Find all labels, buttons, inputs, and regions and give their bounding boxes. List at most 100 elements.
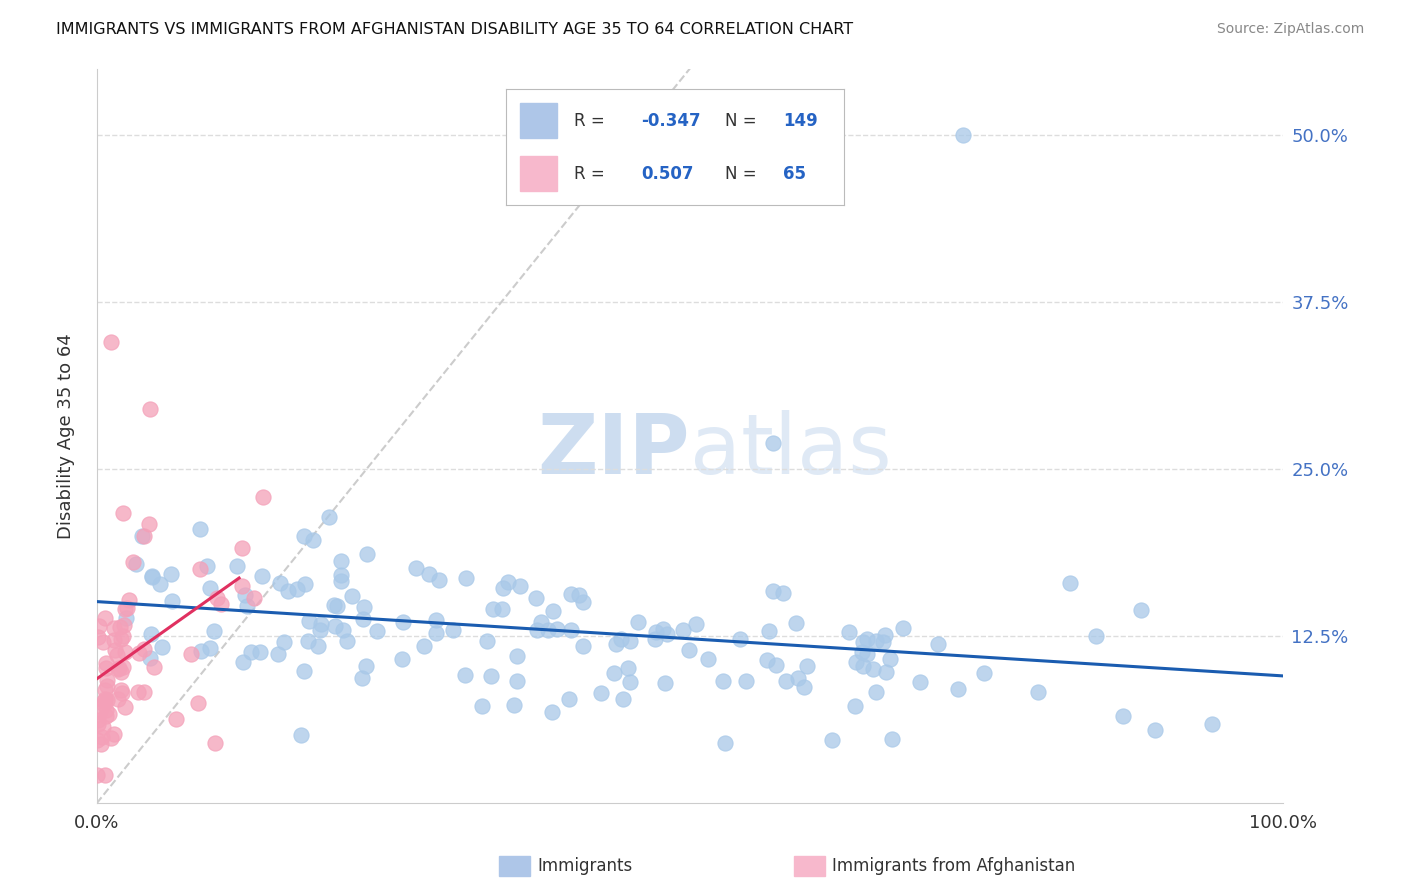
Point: [821, 733, 844, 747]
Point: [340, 589, 363, 603]
Point: [100, 335, 122, 350]
Point: [526, 623, 548, 637]
Point: [292, 664, 315, 678]
Point: [678, 643, 700, 657]
Point: [141, 627, 163, 641]
Point: [87, 713, 110, 727]
Point: [329, 553, 352, 567]
Point: [121, 555, 143, 569]
Point: [862, 662, 884, 676]
Point: [685, 616, 707, 631]
Point: [332, 623, 354, 637]
Text: R =: R =: [574, 165, 605, 183]
Point: [141, 569, 163, 583]
Point: [481, 602, 503, 616]
Point: [141, 570, 163, 584]
Point: [86, 732, 108, 747]
Point: [441, 624, 464, 638]
Point: [425, 613, 447, 627]
Point: [127, 685, 149, 699]
Point: [612, 692, 634, 706]
Point: [762, 583, 785, 598]
Point: [1201, 717, 1223, 731]
Point: [232, 656, 254, 670]
Point: [873, 628, 896, 642]
Point: [132, 641, 155, 656]
Text: 149: 149: [783, 112, 818, 129]
Point: [735, 674, 758, 689]
Point: [591, 686, 613, 700]
Text: Immigrants from Afghanistan: Immigrants from Afghanistan: [832, 857, 1076, 875]
Point: [87, 717, 110, 731]
Point: [672, 623, 695, 637]
Point: [269, 575, 291, 590]
Point: [697, 651, 720, 665]
Point: [93, 635, 115, 649]
Point: [330, 574, 353, 588]
Point: [98, 707, 121, 722]
Point: [180, 647, 202, 661]
Point: [644, 625, 666, 640]
Point: [94, 682, 117, 697]
Point: [195, 559, 218, 574]
Point: [285, 582, 308, 597]
Point: [796, 659, 818, 673]
Point: [160, 566, 183, 581]
Point: [865, 634, 887, 648]
Point: [250, 568, 273, 582]
Point: [772, 586, 794, 600]
Text: N =: N =: [725, 165, 756, 183]
Point: [190, 644, 212, 658]
Point: [366, 624, 388, 638]
Point: [90, 731, 112, 745]
Point: [1085, 629, 1108, 643]
Point: [103, 621, 125, 635]
Point: [273, 634, 295, 648]
Point: [454, 570, 477, 584]
Point: [880, 732, 903, 747]
Point: [150, 640, 173, 654]
Point: [249, 645, 271, 659]
Point: [188, 562, 211, 576]
Point: [231, 541, 253, 555]
Point: [336, 634, 359, 648]
Point: [418, 566, 440, 581]
Point: [503, 698, 526, 712]
Point: [96, 692, 118, 706]
Point: [540, 705, 562, 719]
Point: [405, 561, 427, 575]
Point: [506, 674, 529, 689]
Point: [1028, 684, 1050, 698]
Point: [856, 647, 879, 661]
Point: [323, 598, 346, 612]
Point: [110, 632, 132, 647]
Point: [851, 644, 873, 658]
Point: [138, 650, 160, 665]
FancyBboxPatch shape: [520, 103, 557, 138]
Point: [506, 648, 529, 663]
Point: [112, 506, 135, 520]
FancyBboxPatch shape: [520, 156, 557, 191]
Point: [309, 623, 332, 637]
Point: [96, 679, 118, 693]
Point: [655, 626, 678, 640]
Point: [560, 624, 582, 638]
Text: N =: N =: [725, 112, 756, 129]
Point: [96, 673, 118, 687]
Point: [231, 579, 253, 593]
Point: [104, 643, 127, 657]
Point: [852, 659, 875, 673]
Point: [568, 588, 591, 602]
Point: [160, 594, 183, 608]
Point: [352, 612, 374, 626]
Point: [107, 662, 129, 676]
Point: [298, 614, 321, 628]
Text: R =: R =: [574, 112, 605, 129]
Point: [131, 529, 153, 543]
Point: [571, 639, 593, 653]
Point: [138, 516, 160, 531]
Point: [87, 631, 110, 645]
Text: Source: ZipAtlas.com: Source: ZipAtlas.com: [1216, 22, 1364, 37]
Point: [110, 665, 132, 679]
Point: [103, 633, 125, 648]
